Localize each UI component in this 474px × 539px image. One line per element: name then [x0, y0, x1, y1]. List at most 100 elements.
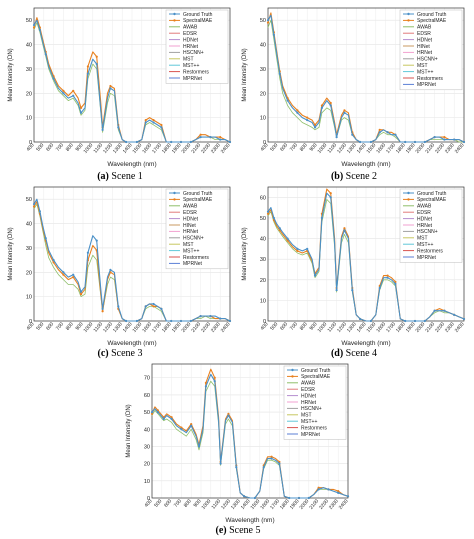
x-tick-label: 1100	[327, 321, 339, 333]
caption-scene2: (b) Scene 2	[238, 171, 470, 182]
series-point	[199, 133, 202, 136]
x-tick-label: 600	[279, 321, 289, 331]
x-tick-label: 1800	[161, 142, 173, 155]
series-point	[95, 239, 98, 242]
series-point	[72, 273, 75, 276]
legend-label: MST++	[417, 242, 433, 248]
x-tick-label: 1900	[405, 321, 417, 334]
caption-text: Scene 2	[343, 171, 378, 182]
series-point	[152, 302, 155, 306]
x-tick-label: 1700	[385, 321, 397, 334]
legend-label: Restormers	[417, 76, 443, 82]
series-point	[443, 309, 446, 312]
series-point	[266, 212, 270, 215]
series-point	[228, 140, 232, 144]
legend-label: AWAB	[417, 25, 432, 31]
series-point	[404, 140, 407, 144]
series-point	[204, 381, 207, 384]
y-tick-label: 10	[26, 116, 32, 122]
legend-label: AWAB	[301, 381, 316, 387]
series-point	[170, 416, 173, 419]
series-point	[199, 136, 202, 139]
series-point	[386, 131, 389, 134]
series-point	[278, 227, 281, 230]
legend-label: HSCNN+	[183, 236, 204, 242]
series-point	[378, 286, 381, 290]
x-tick-label: 400	[26, 321, 36, 331]
series-point	[179, 140, 183, 144]
chart-svg-scene2: 0 10 20 30 40 50 400 500 600 700 800 90010001100120…	[242, 7, 466, 168]
x-tick-label: 600	[45, 142, 55, 152]
legend-label: HSCNN+	[301, 406, 322, 412]
series-point	[209, 136, 212, 139]
series-point	[101, 128, 104, 131]
series-point	[62, 273, 65, 276]
x-tick-label: 1000	[83, 321, 95, 334]
x-tick-label: 500	[269, 142, 279, 152]
legend-label: MPRNet	[183, 261, 203, 267]
x-tick-label: 2000	[415, 321, 427, 334]
series-point	[423, 319, 426, 323]
series-point	[109, 268, 112, 271]
x-tick-label: 2200	[318, 498, 330, 511]
y-tick-label: 10	[26, 295, 32, 301]
caption-text: Scene 4	[343, 348, 378, 359]
x-tick-label: 400	[144, 498, 154, 508]
legend-label: HRNet	[417, 223, 433, 229]
y-tick-label: 10	[260, 298, 266, 304]
series-point	[386, 276, 389, 279]
x-tick-label: 1200	[220, 498, 232, 511]
x-tick-label: 2200	[200, 142, 212, 155]
series-point	[209, 315, 212, 318]
series-point	[86, 251, 89, 254]
series-point	[190, 424, 193, 427]
caption-label: (b)	[330, 171, 344, 182]
y-tick-label: 20	[144, 462, 150, 468]
x-tick-label: 1100	[327, 142, 339, 154]
series-point	[79, 111, 83, 114]
series-point	[204, 385, 207, 388]
series-point	[272, 33, 275, 36]
caption-scene3: (c) Scene 3	[4, 348, 236, 359]
series-point	[170, 140, 173, 144]
series-point	[313, 274, 317, 277]
series-point	[343, 229, 346, 232]
legend-label: HDNet	[183, 216, 199, 222]
series-point	[320, 216, 323, 220]
y-tick-label: 0	[263, 140, 266, 146]
legend-label: SpectralMAE	[183, 18, 213, 24]
legend-label: MPRNet	[417, 82, 437, 88]
legend-label: SpectralMAE	[183, 197, 213, 203]
legend-label: EDSR	[183, 210, 197, 216]
chart-svg-scene3: 0 10 20 30 40 50 400 500 600 700 800 90010001100120…	[8, 186, 232, 347]
x-tick-label: 1300	[112, 142, 124, 155]
series-point	[286, 237, 289, 240]
legend-label: Ground Truth	[417, 12, 447, 18]
series-point	[219, 462, 222, 465]
legend-label: HINet	[417, 44, 430, 50]
x-tick-label: 900	[309, 142, 319, 152]
series-point	[329, 192, 332, 195]
y-tick-label: 40	[144, 427, 150, 433]
series-point	[313, 126, 317, 129]
caption-label: (a)	[97, 171, 109, 182]
x-tick-label: 1100	[93, 142, 105, 154]
x-tick-label: 800	[299, 142, 309, 152]
series-point	[219, 317, 222, 320]
series-point	[270, 455, 273, 458]
series-point	[346, 495, 350, 498]
x-tick-label: 2100	[424, 142, 436, 155]
series-point	[150, 411, 154, 414]
series-point	[443, 138, 446, 141]
y-tick-label: 10	[144, 479, 150, 485]
caption-label: (c)	[97, 348, 109, 359]
series-point	[170, 319, 173, 323]
x-tick-label: 1700	[385, 142, 397, 155]
x-tick-label: 1200	[336, 321, 348, 334]
series-point	[296, 247, 299, 250]
legend-label: MPRNet	[417, 255, 437, 261]
x-tick-label: 2100	[190, 321, 202, 334]
series-point	[235, 465, 238, 469]
legend-label: MST++	[183, 63, 199, 69]
legend-label: MST++	[417, 69, 433, 75]
